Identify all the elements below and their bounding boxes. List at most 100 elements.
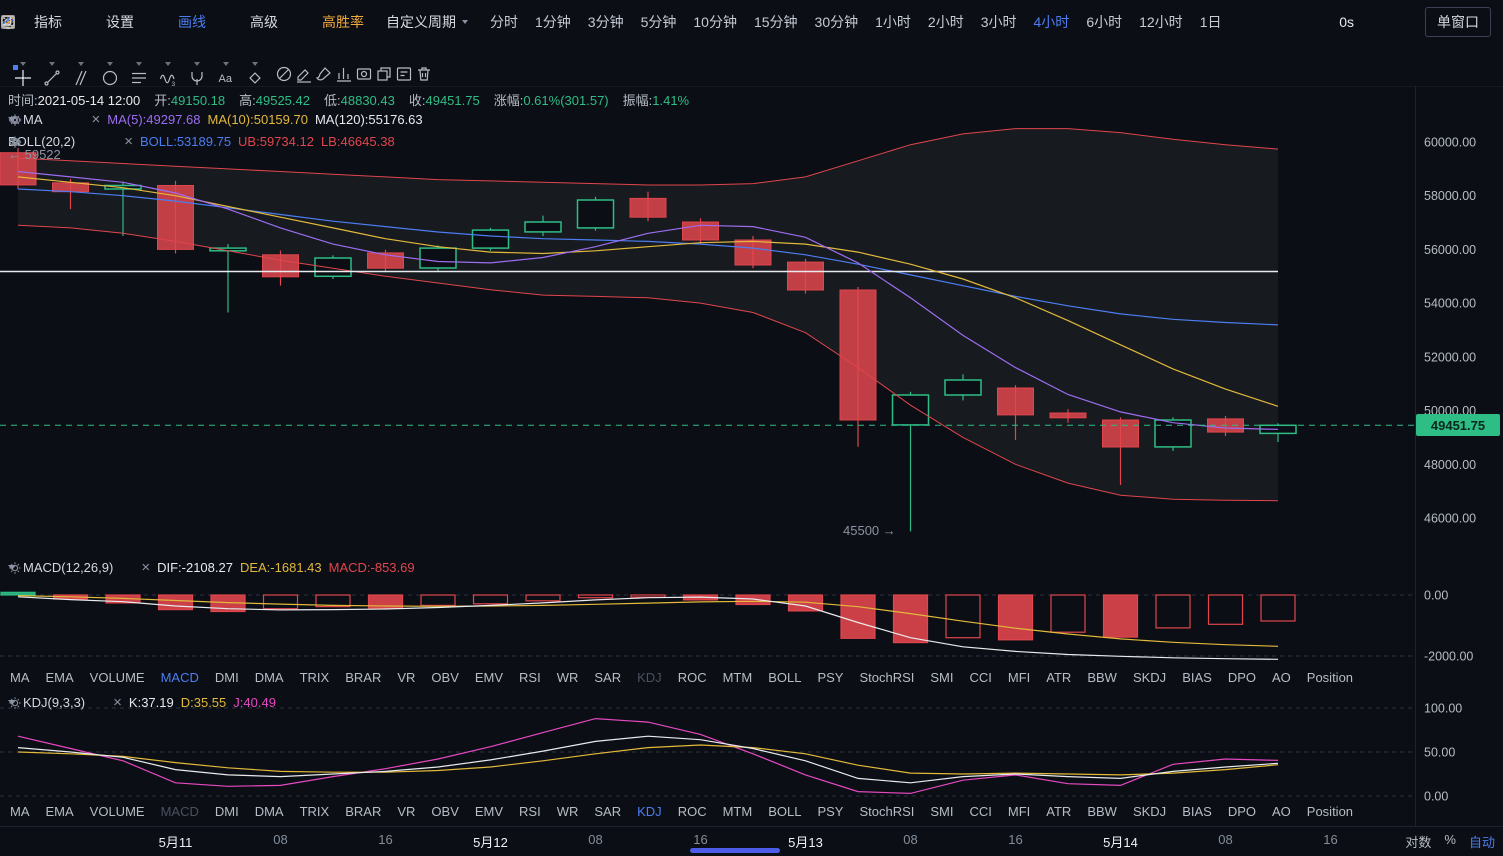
text-tool[interactable]: Aa — [217, 58, 233, 85]
tab-trix-row1[interactable]: TRIX — [299, 670, 330, 685]
tab-volume-row1[interactable]: VOLUME — [89, 670, 145, 685]
window-mode-button[interactable]: 单窗口 — [1425, 7, 1491, 37]
timeframe-12小时[interactable]: 12小时 — [1139, 14, 1183, 30]
menu-自定义周期[interactable]: 自定义周期 — [386, 12, 468, 32]
tab-psy-row2[interactable]: PSY — [817, 804, 844, 819]
fullscreen-icon[interactable] — [1, 14, 1383, 30]
tab-wr-row2[interactable]: WR — [556, 804, 579, 819]
gear-icon[interactable] — [9, 135, 117, 149]
tab-macd-row2[interactable]: MACD — [160, 804, 199, 819]
gear-icon[interactable] — [9, 561, 134, 575]
bar-pattern-tool[interactable] — [335, 61, 351, 82]
measure-tool[interactable] — [275, 61, 292, 82]
tab-wr-row1[interactable]: WR — [556, 670, 579, 685]
timeframe-1日[interactable]: 1日 — [1199, 14, 1222, 30]
axis-control-对数[interactable]: 对数 — [1405, 835, 1432, 850]
tab-cci-row1[interactable]: CCI — [969, 670, 992, 685]
timeframe-3分钟[interactable]: 3分钟 — [587, 14, 624, 30]
tab-skdj-row2[interactable]: SKDJ — [1132, 804, 1167, 819]
tab-emv-row2[interactable]: EMV — [474, 804, 504, 819]
tab-emv-row1[interactable]: EMV — [474, 670, 504, 685]
delete-tool[interactable] — [415, 61, 430, 81]
tab-mfi-row1[interactable]: MFI — [1007, 670, 1031, 685]
tab-sar-row1[interactable]: SAR — [594, 670, 622, 685]
pen-tool[interactable] — [295, 61, 311, 83]
menu-高级[interactable]: 高级 — [1, 12, 278, 32]
tab-mfi-row2[interactable]: MFI — [1007, 804, 1031, 819]
ellipse-tool[interactable] — [101, 58, 118, 85]
tab-rsi-row1[interactable]: RSI — [519, 670, 541, 685]
tab-trix-row2[interactable]: TRIX — [299, 804, 330, 819]
timeframe-3小时[interactable]: 3小时 — [980, 14, 1017, 30]
timeframe-1分钟[interactable]: 1分钟 — [535, 14, 571, 30]
shape-tool[interactable] — [246, 58, 261, 84]
tab-stochrsi-row2[interactable]: StochRSI — [859, 804, 915, 819]
template-tool[interactable] — [395, 61, 412, 81]
tab-kdj-row1[interactable]: KDJ — [637, 670, 662, 685]
tab-ema-row1[interactable]: EMA — [45, 670, 74, 685]
tab-macd-row1[interactable]: MACD — [160, 670, 199, 685]
tab-bias-row1[interactable]: BIAS — [1182, 670, 1212, 685]
timeframe-1小时[interactable]: 1小时 — [875, 14, 911, 30]
tab-position-row1[interactable]: Position — [1306, 670, 1354, 685]
tab-bbw-row1[interactable]: BBW — [1087, 670, 1117, 685]
tab-vr-row2[interactable]: VR — [397, 804, 416, 819]
tab-dpo-row1[interactable]: DPO — [1227, 670, 1256, 685]
tab-roc-row2[interactable]: ROC — [677, 804, 707, 819]
timeframe-10分钟[interactable]: 10分钟 — [693, 14, 737, 30]
menu-设置[interactable]: 设置 — [1, 12, 134, 32]
gear-icon[interactable] — [9, 696, 106, 710]
parallel-lines-tool[interactable] — [72, 58, 87, 85]
horizontal-scrollbar[interactable] — [690, 848, 780, 853]
tab-ema-row2[interactable]: EMA — [45, 804, 74, 819]
pitchfork-tool[interactable] — [188, 58, 203, 85]
tab-psy-row1[interactable]: PSY — [817, 670, 844, 685]
timeframe-30分钟[interactable]: 30分钟 — [814, 14, 859, 30]
tab-bias-row2[interactable]: BIAS — [1182, 804, 1212, 819]
tab-dpo-row2[interactable]: DPO — [1227, 804, 1256, 819]
tab-sar-row2[interactable]: SAR — [594, 804, 622, 819]
tab-roc-row1[interactable]: ROC — [677, 670, 707, 685]
tab-ao-row1[interactable]: AO — [1271, 670, 1291, 685]
tab-dma-row1[interactable]: DMA — [254, 670, 284, 685]
tab-dmi-row1[interactable]: DMI — [214, 670, 239, 685]
tab-mtm-row2[interactable]: MTM — [722, 804, 753, 819]
crosshair-tool[interactable] — [13, 58, 31, 86]
tab-obv-row2[interactable]: OBV — [431, 804, 459, 819]
wave-tool[interactable]: 3 — [159, 58, 176, 87]
tab-stochrsi-row1[interactable]: StochRSI — [859, 670, 915, 685]
close-icon[interactable]: × — [141, 558, 151, 576]
horizontal-lines-tool[interactable] — [130, 58, 146, 83]
tab-mtm-row1[interactable]: MTM — [722, 670, 753, 685]
gear-icon[interactable] — [9, 113, 85, 127]
eye-icon[interactable] — [8, 135, 96, 149]
eye-icon[interactable] — [8, 113, 64, 127]
axis-control-自动[interactable]: 自动 — [1468, 835, 1495, 850]
menu-指标[interactable]: 指标 — [1, 12, 62, 32]
copy-tool[interactable] — [375, 61, 391, 81]
tab-obv-row1[interactable]: OBV — [431, 670, 459, 685]
axis-control-%[interactable]: % — [1444, 832, 1456, 847]
tab-brar-row2[interactable]: BRAR — [345, 804, 382, 819]
tab-dmi-row2[interactable]: DMI — [214, 804, 239, 819]
tab-rsi-row2[interactable]: RSI — [519, 804, 541, 819]
close-icon[interactable]: × — [124, 132, 133, 150]
tab-vr-row1[interactable]: VR — [397, 670, 416, 685]
timeframe-6小时[interactable]: 6小时 — [1086, 14, 1123, 30]
timeframe-2小时[interactable]: 2小时 — [927, 14, 964, 30]
tab-dma-row2[interactable]: DMA — [254, 804, 284, 819]
timeframe-5分钟[interactable]: 5分钟 — [640, 14, 677, 30]
tab-ao-row2[interactable]: AO — [1271, 804, 1291, 819]
trendline-tool[interactable] — [43, 58, 60, 86]
menu-画线[interactable]: 画线 — [1, 12, 206, 32]
tab-bbw-row2[interactable]: BBW — [1087, 804, 1117, 819]
tab-position-row2[interactable]: Position — [1306, 804, 1354, 819]
popout-window-icon[interactable] — [1, 14, 1412, 30]
tab-atr-row1[interactable]: ATR — [1046, 670, 1072, 685]
tab-smi-row2[interactable]: SMI — [930, 804, 954, 819]
timeframe-分时[interactable]: 分时 — [490, 14, 518, 30]
tab-brar-row1[interactable]: BRAR — [345, 670, 382, 685]
tab-skdj-row1[interactable]: SKDJ — [1132, 670, 1167, 685]
tab-ma-row2[interactable]: MA — [10, 804, 30, 819]
menu-高胜率[interactable]: 高胜率 — [1, 12, 364, 32]
